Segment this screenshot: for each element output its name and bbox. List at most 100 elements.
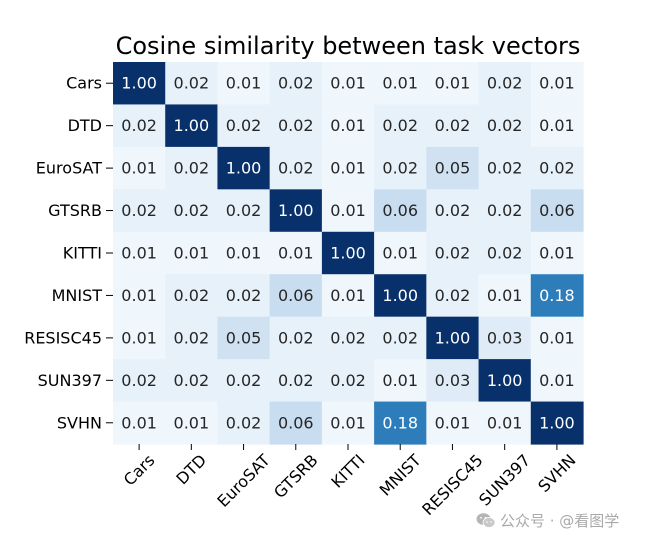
heatmap-cell-resisc45-kitti — [321, 316, 375, 360]
cell-value-label: 0.02 — [330, 371, 366, 390]
heatmap-cell-sun397-mnist — [374, 359, 427, 403]
cell-value-label: 0.01 — [174, 413, 210, 432]
heatmap-cell-mnist-mnist — [374, 274, 427, 318]
cell-value-label: 1.00 — [539, 413, 575, 432]
heatmap-cell-kitti-eurosat — [217, 231, 271, 275]
heatmap-cell-eurosat-kitti — [321, 146, 375, 190]
column-label-group-svhn: SVHN — [534, 451, 579, 496]
cell-value-label: 0.02 — [226, 413, 262, 432]
heatmap-cell-kitti-cars — [113, 231, 166, 275]
heatmap-cell-cars-dtd — [165, 62, 219, 106]
cell-value-label: 0.01 — [226, 74, 262, 93]
cell-value-label: 0.02 — [435, 286, 471, 305]
cell-value-label: 1.00 — [382, 286, 418, 305]
cell-value-label: 0.01 — [330, 413, 366, 432]
cell-value-label: 0.06 — [278, 286, 314, 305]
row-label-eurosat: EuroSAT — [36, 159, 102, 178]
cell-value-label: 0.06 — [539, 201, 575, 220]
cell-value-label: 0.02 — [278, 371, 314, 390]
cell-value-label: 0.02 — [330, 328, 366, 347]
cell-value-label: 0.01 — [121, 328, 157, 347]
column-label-cars: Cars — [120, 451, 159, 490]
heatmap-cell-svhn-cars — [113, 401, 166, 445]
cell-value-label: 0.02 — [487, 201, 523, 220]
row-label-cars: Cars — [66, 74, 102, 93]
column-label-group-mnist: MNIST — [376, 450, 425, 499]
heatmap-cell-resisc45-cars — [113, 316, 166, 360]
heatmap-cell-gtsrb-svhn — [530, 189, 584, 233]
cell-value-label: 0.02 — [121, 201, 157, 220]
y-axis: Cars DTD EuroSAT GTSRB KITTI MNIST RESISC45 SUN… — [24, 74, 113, 432]
cell-value-label: 0.02 — [226, 116, 262, 135]
column-label-group-kitti: KITTI — [327, 451, 368, 492]
heatmap-cell-dtd-dtd — [165, 104, 219, 148]
cell-value-label: 0.02 — [435, 244, 471, 263]
heatmap-cell-mnist-svhn — [530, 274, 584, 318]
heatmap-cell-resisc45-dtd — [165, 316, 219, 360]
cell-value-label: 0.18 — [539, 286, 575, 305]
cell-value-label: 0.01 — [539, 116, 575, 135]
cell-value-label: 0.01 — [435, 74, 471, 93]
cell-value-label: 0.01 — [121, 413, 157, 432]
cell-value-label: 1.00 — [330, 244, 366, 263]
heatmap-cell-sun397-resisc45 — [426, 359, 480, 403]
column-label-kitti: KITTI — [327, 451, 368, 492]
column-label-group-sun397: SUN397 — [475, 451, 534, 510]
cell-value-label: 0.02 — [174, 159, 210, 178]
row-label-sun397: SUN397 — [38, 371, 102, 390]
heatmap-cell-eurosat-dtd — [165, 146, 219, 190]
heatmap-cell-gtsrb-sun397 — [478, 189, 532, 233]
cell-value-label: 1.00 — [435, 328, 471, 347]
heatmap-cell-sun397-gtsrb — [269, 359, 323, 403]
column-label-group-cars: Cars — [120, 451, 159, 490]
cell-value-label: 0.18 — [382, 413, 418, 432]
heatmap-cell-sun397-cars — [113, 359, 166, 403]
column-label-gtsrb: GTSRB — [270, 451, 322, 503]
cell-value-label: 0.06 — [278, 413, 314, 432]
heatmap-cell-sun397-sun397 — [478, 359, 532, 403]
wechat-icon — [476, 512, 496, 528]
cell-value-label: 0.01 — [487, 413, 523, 432]
heatmap-cell-gtsrb-eurosat — [217, 189, 271, 233]
heatmap-cell-svhn-gtsrb — [269, 401, 323, 445]
cell-value-label: 0.01 — [382, 74, 418, 93]
heatmap-cell-dtd-eurosat — [217, 104, 271, 148]
cell-value-label: 0.02 — [382, 328, 418, 347]
heatmap-cell-resisc45-sun397 — [478, 316, 532, 360]
heatmap-cell-svhn-svhn — [530, 401, 584, 445]
heatmap-cell-cars-eurosat — [217, 62, 271, 106]
heatmap-cell-mnist-eurosat — [217, 274, 271, 318]
heatmap-cell-resisc45-mnist — [374, 316, 427, 360]
cell-value-label: 0.01 — [539, 244, 575, 263]
row-label-resisc45: RESISC45 — [24, 328, 102, 347]
heatmap-cell-mnist-kitti — [321, 274, 375, 318]
cell-value-label: 0.01 — [226, 244, 262, 263]
cell-value-label: 0.01 — [539, 328, 575, 347]
heatmap-cell-svhn-sun397 — [478, 401, 532, 445]
column-label-mnist: MNIST — [376, 450, 425, 499]
heatmap-cell-resisc45-eurosat — [217, 316, 271, 360]
cell-value-label: 0.02 — [435, 116, 471, 135]
cell-value-label: 0.01 — [539, 74, 575, 93]
cell-value-label: 0.02 — [174, 328, 210, 347]
heatmap-cell-kitti-kitti — [321, 231, 375, 275]
heatmap-cell-gtsrb-kitti — [321, 189, 375, 233]
cell-value-label: 0.01 — [330, 201, 366, 220]
heatmap-cell-cars-kitti — [321, 62, 375, 106]
cell-value-label: 0.02 — [121, 371, 157, 390]
cell-value-label: 0.01 — [121, 244, 157, 263]
heatmap-cell-svhn-dtd — [165, 401, 219, 445]
cell-value-label: 1.00 — [487, 371, 523, 390]
cell-value-label: 0.02 — [121, 116, 157, 135]
heatmap-cell-cars-gtsrb — [269, 62, 323, 106]
heatmap-cell-eurosat-resisc45 — [426, 146, 480, 190]
heatmap-cell-eurosat-eurosat — [217, 146, 271, 190]
cell-value-label: 0.01 — [330, 286, 366, 305]
cell-value-label: 0.02 — [278, 159, 314, 178]
cell-value-label: 1.00 — [174, 116, 210, 135]
heatmap-cell-cars-sun397 — [478, 62, 532, 106]
heatmap-cell-gtsrb-cars — [113, 189, 166, 233]
cell-value-label: 0.02 — [487, 244, 523, 263]
heatmap-cell-mnist-cars — [113, 274, 166, 318]
heatmap-cell-gtsrb-mnist — [374, 189, 427, 233]
